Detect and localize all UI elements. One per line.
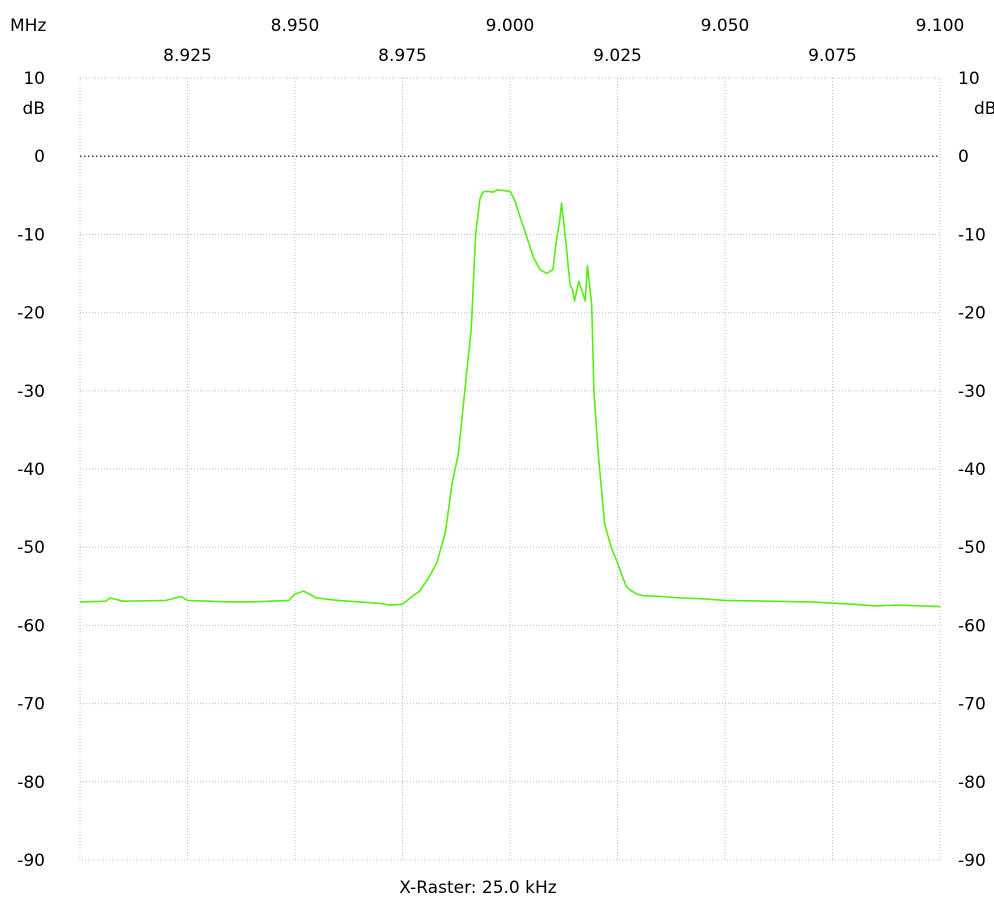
x-unit-label: MHz xyxy=(10,16,46,36)
y-tick-label-right: -50 xyxy=(958,538,986,558)
y-tick-label-right: -70 xyxy=(958,695,986,715)
y-tick-label-left: -70 xyxy=(17,695,45,715)
y-tick-label-left: -20 xyxy=(17,304,45,324)
y-tick-label-left: -40 xyxy=(17,460,45,480)
x-tick-label-top: 9.100 xyxy=(916,16,965,36)
x-tick-label-second-row: 8.975 xyxy=(378,46,427,66)
grid xyxy=(80,78,940,860)
y-unit-label-left: dB xyxy=(23,99,45,119)
y-tick-label-left: -80 xyxy=(17,773,45,793)
x-tick-label-top: 9.000 xyxy=(486,16,535,36)
y-tick-label-right: -10 xyxy=(958,225,986,245)
plot-frame xyxy=(79,77,941,861)
x-tick-label-second-row: 9.025 xyxy=(593,46,642,66)
y-tick-label-left: -60 xyxy=(17,616,45,636)
x-tick-label-second-row: 8.925 xyxy=(163,46,212,66)
x-tick-label-top: 9.050 xyxy=(701,16,750,36)
y-tick-label-left: -90 xyxy=(17,851,45,871)
plot-border xyxy=(79,77,941,861)
y-unit-label-right: dB xyxy=(974,99,994,119)
y-tick-label-right: -60 xyxy=(958,616,986,636)
y-tick-label-right: 10 xyxy=(958,69,980,89)
axis-labels: MHz dB dB X-Raster: 25.0 kHz 8.950 9.000 9… xyxy=(10,16,994,898)
y-tick-label-left: 10 xyxy=(23,69,45,89)
y-tick-label-left: -50 xyxy=(17,538,45,558)
y-tick-label-right: -20 xyxy=(958,304,986,324)
y-tick-label-right: 0 xyxy=(958,147,969,167)
y-tick-label-right: -40 xyxy=(958,460,986,480)
y-tick-label-left: -30 xyxy=(17,382,45,402)
y-tick-label-right: -80 xyxy=(958,773,986,793)
y-tick-label-right: -90 xyxy=(958,851,986,871)
x-tick-label-second-row: 9.075 xyxy=(808,46,857,66)
y-tick-label-left: 0 xyxy=(34,147,45,167)
x-tick-label-top: 8.950 xyxy=(271,16,320,36)
x-raster-label: X-Raster: 25.0 kHz xyxy=(399,878,556,898)
y-tick-label-right: -30 xyxy=(958,382,986,402)
trace-layer xyxy=(79,189,941,608)
spectrum-trace xyxy=(79,189,941,608)
y-tick-label-left: -10 xyxy=(17,225,45,245)
